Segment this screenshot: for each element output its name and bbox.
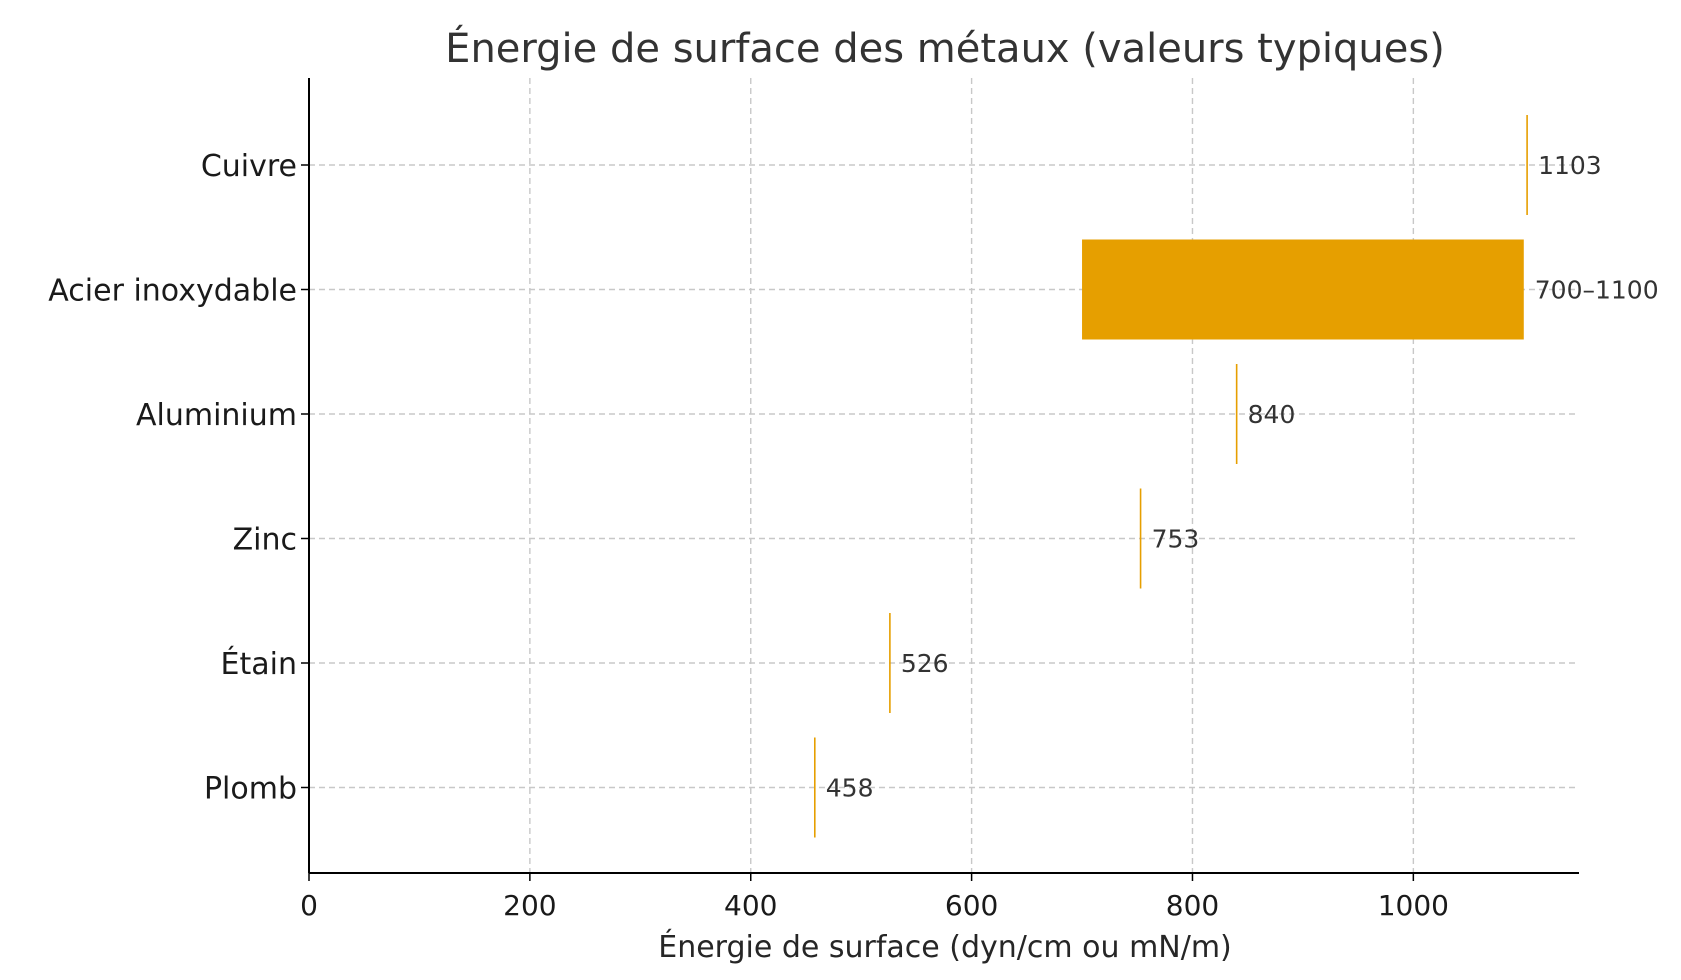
bars — [813, 115, 1528, 838]
category-label: Cuivre — [201, 149, 297, 184]
data-labels: 1103 700–1100 840 753 526 458 — [826, 151, 1659, 803]
bar — [1139, 488, 1142, 589]
bar — [813, 737, 816, 838]
category-label: Plomb — [204, 772, 297, 807]
axes — [308, 78, 1579, 874]
category-label: Acier inoxydable — [48, 274, 297, 309]
data-label: 526 — [901, 649, 949, 678]
data-label: 458 — [826, 774, 874, 803]
x-tick-label: 600 — [945, 889, 998, 922]
bar — [889, 613, 891, 713]
bar — [1082, 239, 1524, 340]
bar — [1526, 115, 1528, 215]
x-tick-label: 800 — [1166, 889, 1219, 922]
x-ticks: 0 200 400 600 800 1000 — [300, 873, 1449, 922]
x-tick-label: 0 — [300, 889, 318, 922]
category-label: Aluminium — [136, 398, 297, 433]
x-tick-label: 1000 — [1378, 889, 1449, 922]
data-label: 753 — [1152, 525, 1200, 554]
grid — [309, 78, 1579, 873]
data-label: 700–1100 — [1535, 276, 1659, 305]
bar — [1235, 364, 1238, 464]
data-label: 1103 — [1538, 151, 1602, 180]
chart-title: Énergie de surface des métaux (valeurs t… — [445, 24, 1445, 72]
x-axis-label: Énergie de surface (dyn/cm ou mN/m) — [658, 929, 1232, 965]
x-tick-label: 200 — [503, 889, 556, 922]
category-label: Zinc — [233, 523, 297, 558]
y-ticks: Cuivre Acier inoxydable Aluminium Zinc Étain… — [48, 149, 309, 807]
data-label: 840 — [1248, 400, 1296, 429]
x-tick-label: 400 — [724, 889, 777, 922]
category-label: Étain — [221, 646, 297, 682]
